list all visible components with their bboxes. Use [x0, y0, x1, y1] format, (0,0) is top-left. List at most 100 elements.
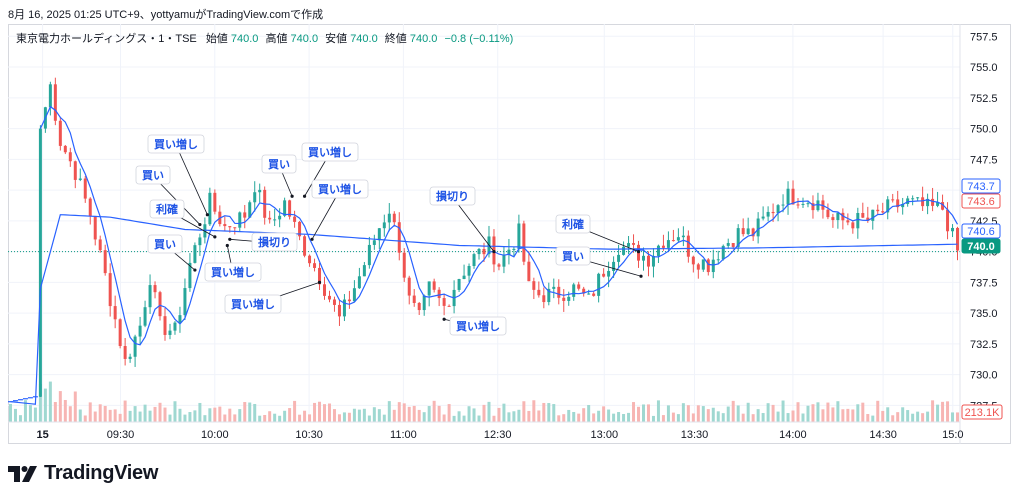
candle-body: [587, 293, 591, 295]
volume-bar: [796, 402, 800, 422]
candle-body: [303, 236, 307, 256]
candle-body: [761, 216, 765, 219]
volume-bar: [48, 381, 52, 422]
volume-bar: [916, 411, 920, 422]
trade-annotation[interactable]: 損切り: [429, 186, 496, 254]
volume-bar: [726, 406, 730, 422]
candle-body: [776, 205, 780, 214]
legend-high-label: 高値: [265, 31, 287, 45]
candle-body: [547, 288, 551, 303]
legend-change: −0.8 (−0.11%): [444, 33, 513, 45]
volume-bar: [926, 411, 930, 422]
price-badge-box: [961, 238, 1001, 254]
candle-body: [382, 222, 386, 229]
trade-annotation[interactable]: 買い増し: [204, 243, 262, 282]
trade-annotation[interactable]: 買い増し: [442, 316, 507, 336]
volume-bar: [771, 404, 775, 422]
candle-body: [836, 212, 840, 221]
volume-bar: [731, 400, 735, 422]
trade-annotation[interactable]: 買い増し: [301, 142, 359, 198]
price-tick-label: 747.5: [970, 154, 998, 166]
legend-open-label: 始値: [206, 31, 228, 45]
trade-annotation[interactable]: 買い増し: [224, 280, 322, 314]
trade-annotation[interactable]: 利確: [555, 214, 641, 254]
price-badge: 740.0: [961, 238, 1001, 254]
candle-body: [63, 145, 67, 153]
candle-body: [38, 128, 42, 397]
candle-body: [612, 261, 616, 271]
price-tick-label: 737.5: [970, 277, 998, 289]
volume-bar: [407, 406, 411, 422]
volume-bar: [357, 409, 361, 422]
volume-bar: [397, 402, 401, 422]
volume-bar: [921, 413, 925, 422]
volume-bar: [756, 409, 760, 422]
trade-annotation[interactable]: 買い: [261, 154, 297, 198]
volume-bar: [901, 407, 905, 422]
price-tick-label: 750.0: [970, 124, 998, 136]
volume-bar: [597, 410, 601, 422]
candle-body: [283, 200, 287, 216]
price-badge-box: [961, 178, 1001, 194]
volume-bar: [23, 400, 27, 422]
candle-body: [278, 215, 282, 220]
trade-annotation[interactable]: 買い増し: [147, 134, 209, 217]
volume-bar: [582, 408, 586, 422]
volume-bar: [542, 402, 546, 422]
annotation-box: [429, 186, 476, 206]
trade-annotation[interactable]: 損切り: [228, 232, 298, 252]
volume-bar: [372, 407, 376, 422]
annotation-point: [639, 274, 643, 278]
tradingview-logo[interactable]: TradingView: [8, 462, 158, 485]
candle-body: [731, 243, 735, 247]
volume-bar: [931, 400, 935, 422]
volume-bar: [288, 408, 292, 422]
candle-body: [93, 216, 97, 240]
candle-body: [607, 270, 611, 277]
volume-bar: [816, 402, 820, 422]
annotation-box: [147, 134, 205, 154]
grid-lines: [8, 24, 960, 422]
candle-body: [457, 279, 461, 290]
trade-annotation[interactable]: 利確: [149, 199, 217, 239]
candle-body: [153, 285, 157, 293]
annotation-box: [149, 199, 185, 219]
time-tick-label: 12:30: [484, 429, 512, 441]
trade-annotation[interactable]: 買い: [147, 234, 197, 272]
annotation-point: [198, 222, 202, 227]
candle-body: [676, 237, 680, 241]
annotation-point: [228, 237, 232, 241]
volume-bar: [268, 411, 272, 422]
volume-bar: [253, 403, 257, 422]
volume-bar: [467, 406, 471, 422]
volume-bar: [656, 400, 660, 422]
volume-bar: [567, 409, 571, 422]
annotation-box: [301, 142, 359, 162]
candle-body: [308, 255, 312, 264]
price-tick-label: 735.0: [970, 308, 998, 320]
candle-body: [627, 243, 631, 247]
candle-body: [567, 296, 571, 301]
candle-body: [48, 84, 52, 108]
candle-body: [766, 211, 770, 217]
volume-bar: [313, 402, 317, 422]
volume-bar: [617, 412, 621, 422]
volume-bar: [432, 400, 436, 422]
candle-body: [671, 240, 675, 242]
trade-annotation[interactable]: 買い: [555, 246, 643, 278]
annotation-box: [147, 234, 183, 254]
annotation-box: [224, 294, 282, 314]
candle-body: [133, 336, 137, 357]
trade-annotation[interactable]: 買い増し: [310, 179, 369, 241]
candle-body: [313, 263, 317, 268]
volume-bar: [607, 409, 611, 422]
candle-body: [801, 203, 805, 205]
annotation-point: [205, 213, 209, 217]
volume-bar: [492, 415, 496, 422]
candle-body: [886, 199, 890, 213]
candle-body: [781, 204, 785, 206]
candle-body: [696, 264, 700, 270]
candle-body: [651, 255, 655, 267]
candle-body: [721, 245, 725, 260]
